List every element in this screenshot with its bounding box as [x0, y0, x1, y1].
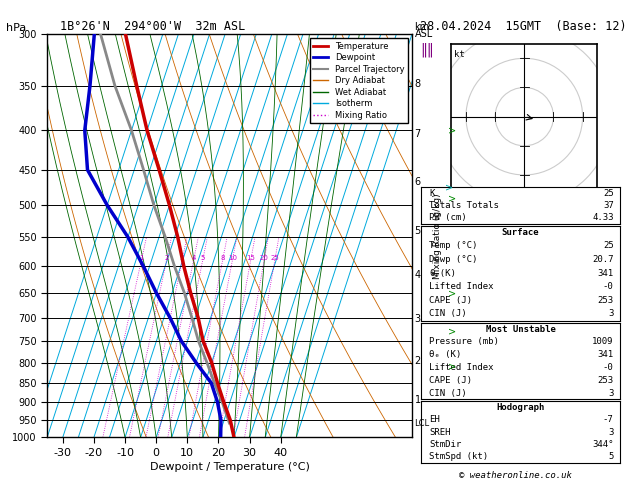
- Text: CAPE (J): CAPE (J): [430, 296, 472, 305]
- Text: 5: 5: [608, 452, 614, 461]
- Text: 3: 3: [180, 255, 184, 260]
- Text: 1: 1: [139, 255, 143, 260]
- Text: kt: kt: [454, 50, 465, 59]
- Text: ‖‖: ‖‖: [420, 43, 434, 57]
- Text: 341: 341: [598, 269, 614, 278]
- Text: >: >: [445, 182, 454, 192]
- Text: >: >: [448, 125, 457, 136]
- Text: 4: 4: [191, 255, 196, 260]
- Text: 3: 3: [608, 389, 614, 398]
- Text: Temp (°C): Temp (°C): [430, 242, 478, 250]
- Text: CAPE (J): CAPE (J): [430, 376, 472, 385]
- Text: 1: 1: [415, 395, 421, 405]
- Text: 20: 20: [260, 255, 269, 260]
- Text: CIN (J): CIN (J): [430, 310, 467, 318]
- Text: Pressure (mb): Pressure (mb): [430, 337, 499, 347]
- Text: 25: 25: [270, 255, 279, 260]
- Text: Hodograph: Hodograph: [496, 403, 545, 412]
- Text: CIN (J): CIN (J): [430, 389, 467, 398]
- Text: 253: 253: [598, 296, 614, 305]
- Text: 4: 4: [415, 270, 421, 280]
- Text: >: >: [448, 288, 457, 298]
- Text: hPa: hPa: [6, 22, 26, 33]
- Text: 8: 8: [220, 255, 225, 260]
- Text: 3: 3: [415, 314, 421, 324]
- Text: 1009: 1009: [592, 337, 614, 347]
- Text: Totals Totals: Totals Totals: [430, 201, 499, 210]
- Text: 10: 10: [228, 255, 237, 260]
- Text: 25: 25: [603, 242, 614, 250]
- Text: 2: 2: [415, 356, 421, 365]
- Text: -0: -0: [603, 282, 614, 291]
- Text: Mixing Ratio (g/kg): Mixing Ratio (g/kg): [433, 193, 442, 278]
- Text: 341: 341: [598, 350, 614, 359]
- Text: -7: -7: [603, 416, 614, 424]
- Text: 253: 253: [598, 376, 614, 385]
- Text: EH: EH: [430, 416, 440, 424]
- Text: Lifted Index: Lifted Index: [430, 363, 494, 372]
- Text: 5: 5: [415, 226, 421, 236]
- Text: PW (cm): PW (cm): [430, 213, 467, 222]
- Text: 8: 8: [415, 79, 421, 89]
- Text: θₑ(K): θₑ(K): [430, 269, 456, 278]
- Text: 5: 5: [201, 255, 205, 260]
- Text: 15: 15: [246, 255, 255, 260]
- X-axis label: Dewpoint / Temperature (°C): Dewpoint / Temperature (°C): [150, 462, 309, 472]
- Text: 2: 2: [164, 255, 169, 260]
- Text: 25: 25: [603, 189, 614, 198]
- Text: K: K: [430, 189, 435, 198]
- Text: 4.33: 4.33: [592, 213, 614, 222]
- Text: LCL: LCL: [415, 418, 430, 428]
- Text: StmSpd (kt): StmSpd (kt): [430, 452, 489, 461]
- Text: SREH: SREH: [430, 428, 451, 436]
- Text: © weatheronline.co.uk: © weatheronline.co.uk: [459, 471, 572, 480]
- Text: 6: 6: [415, 177, 421, 187]
- Text: Dewp (°C): Dewp (°C): [430, 255, 478, 264]
- Text: 3: 3: [608, 428, 614, 436]
- Text: StmDir: StmDir: [430, 440, 462, 449]
- Text: -0: -0: [603, 363, 614, 372]
- Text: 3: 3: [608, 310, 614, 318]
- Text: 7: 7: [415, 129, 421, 139]
- Text: θₑ (K): θₑ (K): [430, 350, 462, 359]
- Text: >: >: [448, 362, 457, 372]
- Text: 1B°26'N  294°00'W  32m ASL: 1B°26'N 294°00'W 32m ASL: [60, 19, 245, 33]
- Text: 20.7: 20.7: [592, 255, 614, 264]
- Legend: Temperature, Dewpoint, Parcel Trajectory, Dry Adiabat, Wet Adiabat, Isotherm, Mi: Temperature, Dewpoint, Parcel Trajectory…: [310, 38, 408, 123]
- Text: 28.04.2024  15GMT  (Base: 12): 28.04.2024 15GMT (Base: 12): [420, 19, 626, 33]
- Text: 37: 37: [603, 201, 614, 210]
- Text: Most Unstable: Most Unstable: [486, 325, 555, 333]
- Text: >: >: [448, 327, 457, 337]
- Text: ASL: ASL: [415, 29, 433, 39]
- Text: >: >: [448, 193, 457, 204]
- Text: Surface: Surface: [502, 228, 539, 237]
- Text: Lifted Index: Lifted Index: [430, 282, 494, 291]
- Text: km: km: [415, 21, 430, 32]
- Text: 344°: 344°: [592, 440, 614, 449]
